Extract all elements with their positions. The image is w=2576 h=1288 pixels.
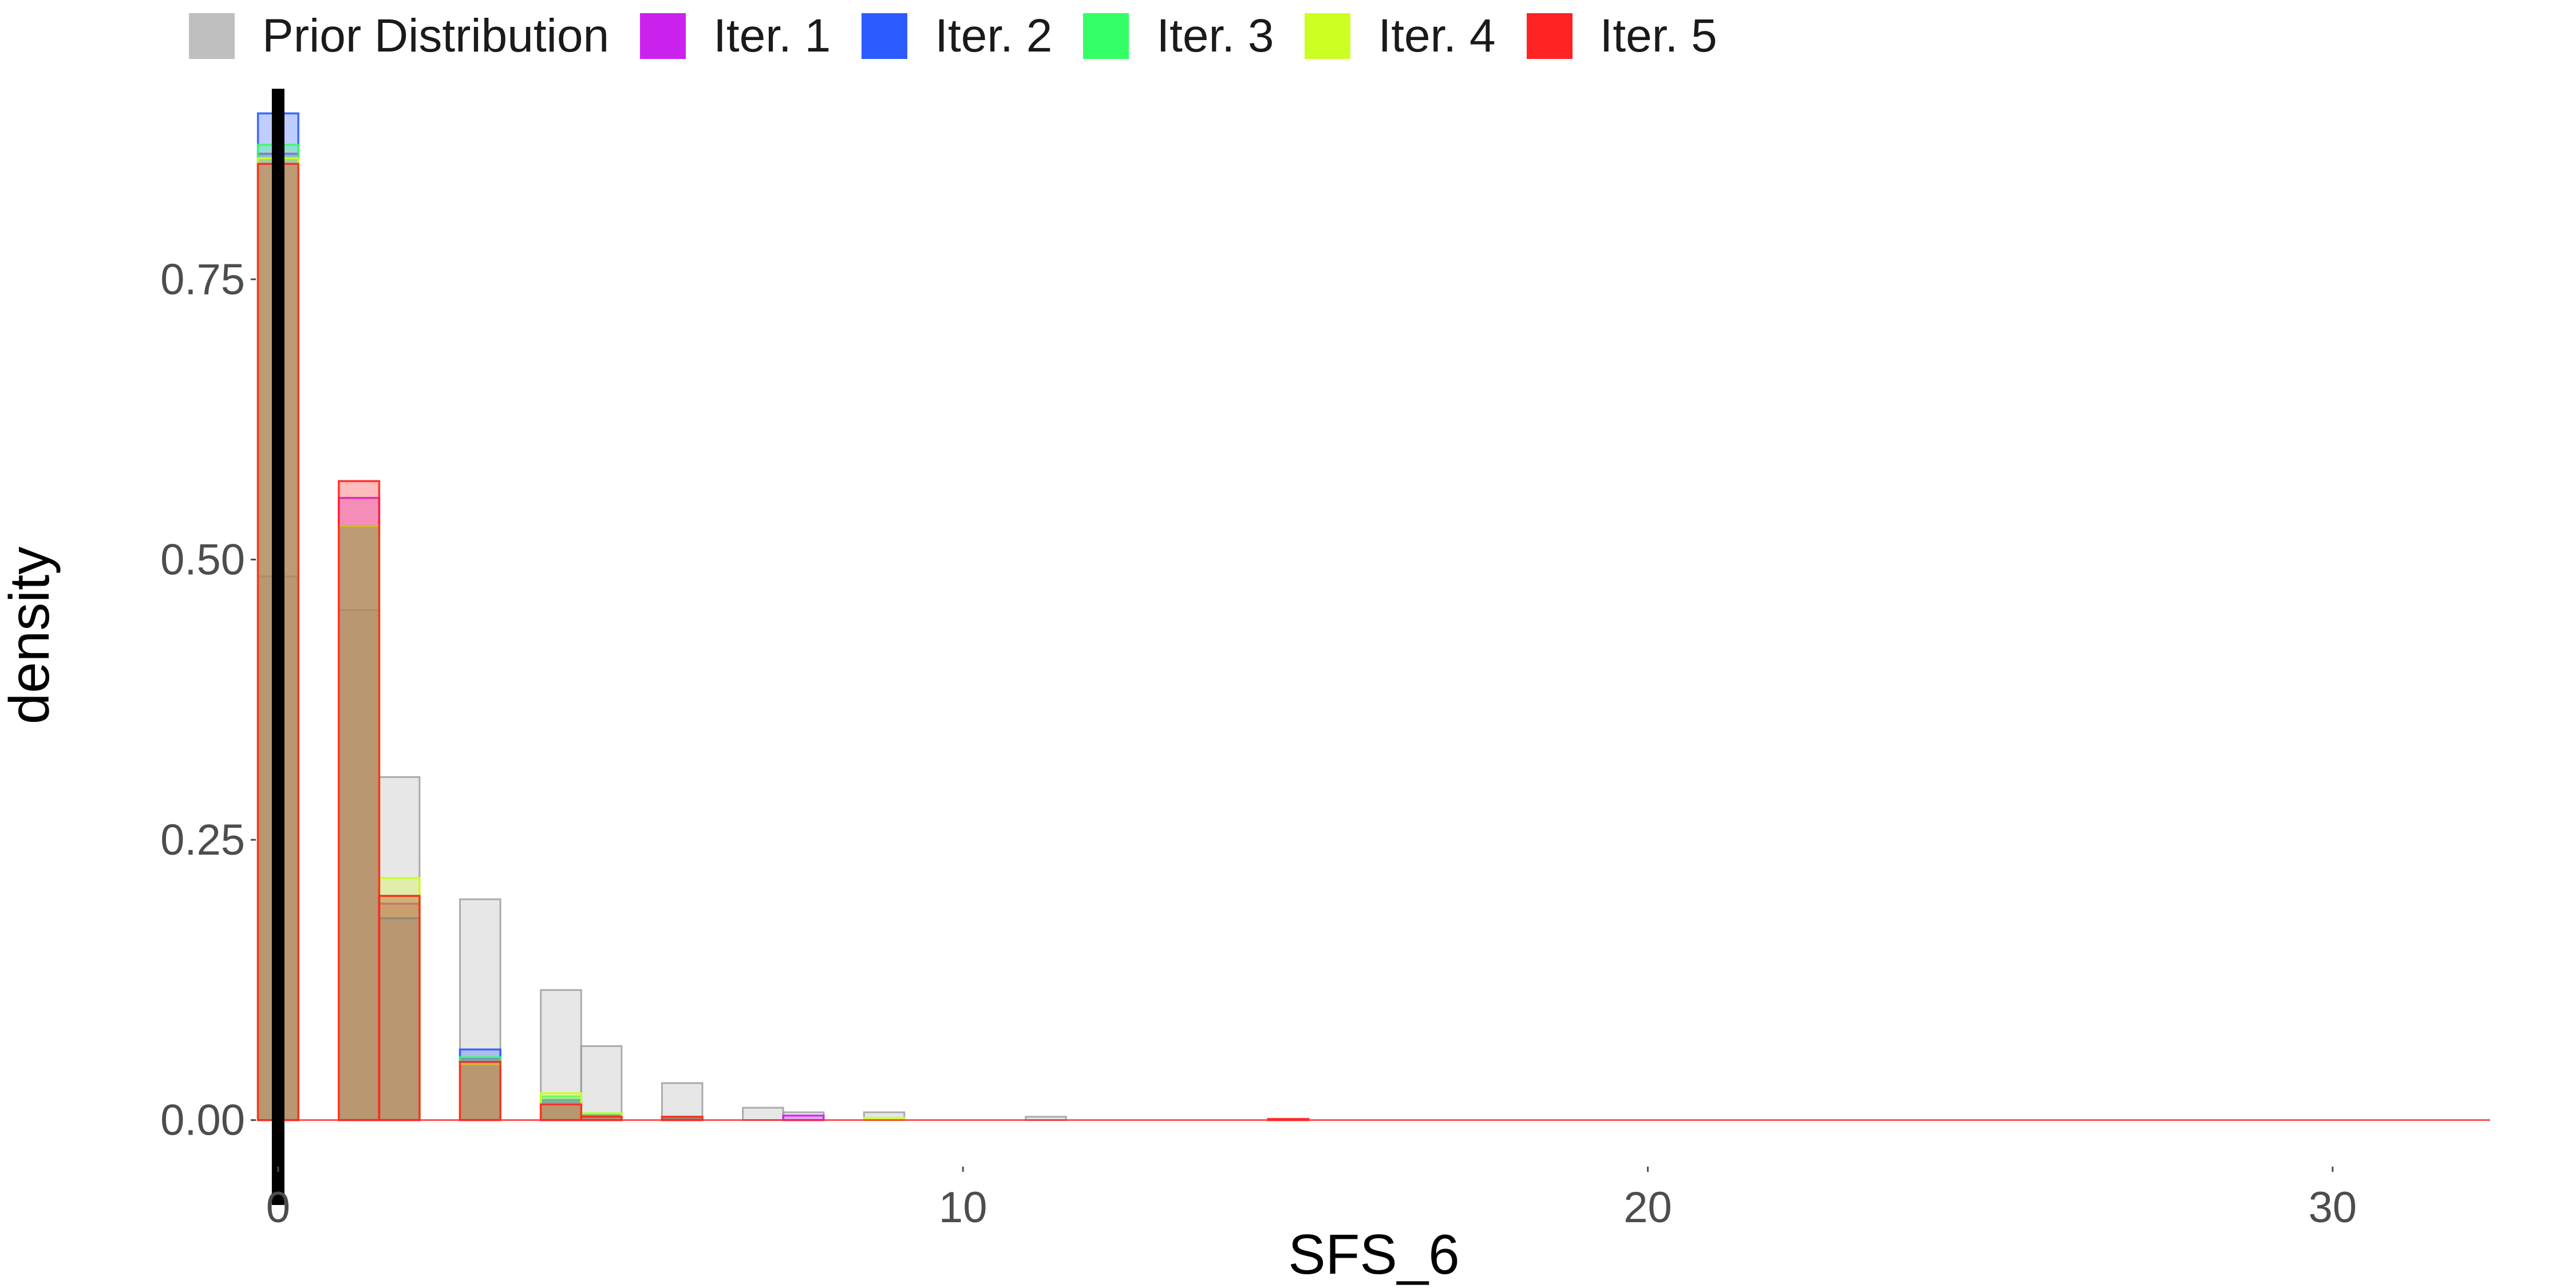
legend-swatch-iter-5 (1526, 13, 1573, 59)
bars-layer (256, 112, 2490, 1121)
x-axis-title: SFS_6 (1288, 1223, 1460, 1286)
legend-label-iter-1: Iter. 1 (713, 10, 831, 62)
bar-series-5-bin-4 (539, 1103, 583, 1121)
bar-series-5-bin-1 (338, 480, 381, 1121)
legend-swatch-iter-4 (1305, 13, 1351, 59)
legend-label-iter-2: Iter. 2 (935, 10, 1053, 62)
y-tick-label: 0.75 (160, 255, 245, 304)
x-tick-label: 10 (939, 1183, 987, 1232)
bar-series-0-bin-5 (580, 1045, 623, 1121)
legend-item-iter-5: Iter. 5 (1526, 9, 1717, 63)
legend-label-prior: Prior Distribution (262, 10, 610, 62)
y-tick-label: 0.50 (160, 536, 245, 584)
legend-label-iter-5: Iter. 5 (1599, 10, 1717, 62)
bar-series-4-bin-2 (378, 876, 421, 1121)
bar-series-3-bin-3 (459, 1056, 501, 1121)
legend-swatch-iter-2 (862, 13, 908, 59)
legend-swatch-iter-3 (1083, 13, 1129, 59)
x-tick-label: 0 (266, 1183, 290, 1232)
legend-item-prior: Prior Distribution (189, 9, 609, 63)
ticks-layer: 0.00 0.25 0.50 0.75 0 10 20 30 (160, 255, 2357, 1232)
legend-label-iter-4: Iter. 4 (1378, 10, 1496, 62)
bar-series-2-bin-2 (378, 917, 421, 1121)
bar-series-0-bin-7 (742, 1107, 784, 1121)
y-tick-label: 0.25 (160, 816, 245, 864)
legend-swatch-iter-1 (640, 13, 686, 59)
y-tick-label: 0.00 (160, 1096, 245, 1145)
legend-label-iter-3: Iter. 3 (1156, 10, 1274, 62)
legend: Prior Distribution Iter. 1 Iter. 2 Iter.… (189, 5, 1748, 68)
y-axis-title: density (0, 547, 61, 725)
bar-series-1-bin-1 (338, 497, 381, 1121)
legend-item-iter-2: Iter. 2 (862, 9, 1052, 63)
x-tick-label: 30 (2309, 1183, 2357, 1232)
legend-item-iter-1: Iter. 1 (640, 9, 831, 63)
x-tick-label: 20 (1623, 1183, 1672, 1232)
bar-series-5-bin-2 (378, 895, 421, 1121)
bar-series-0-bin-2 (378, 776, 421, 1121)
bar-series-0-bin-6 (661, 1082, 704, 1121)
bar-series-4-bin-4 (539, 1092, 583, 1121)
legend-item-iter-3: Iter. 3 (1083, 9, 1274, 63)
bar-series-3-bin-1 (338, 525, 381, 1121)
legend-swatch-prior (189, 13, 235, 59)
bar-series-0-bin-3 (459, 898, 501, 1121)
legend-item-iter-4: Iter. 4 (1305, 9, 1496, 63)
bar-series-1-bin-3 (459, 1057, 501, 1121)
bar-series-5-bin-3 (459, 1061, 501, 1121)
